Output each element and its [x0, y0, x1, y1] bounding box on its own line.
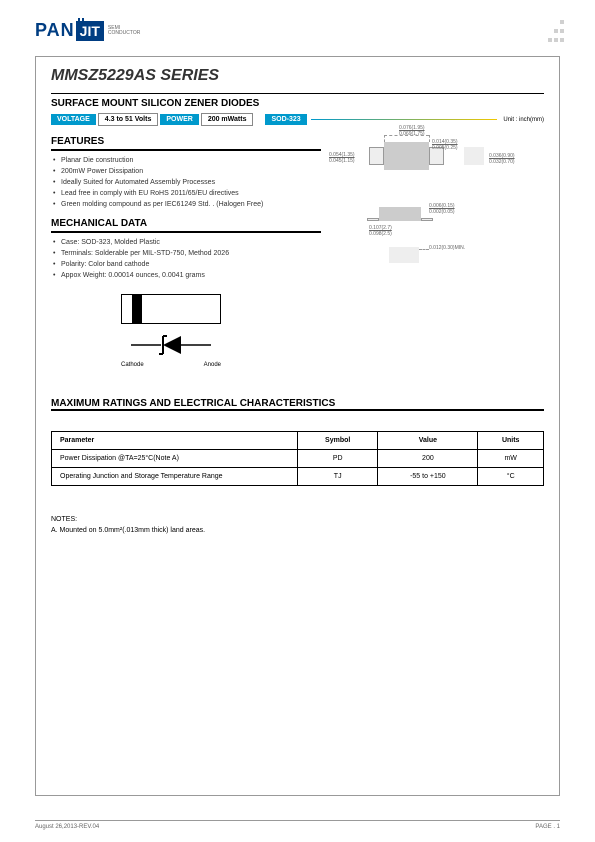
- cathode-label: Cathode: [121, 362, 144, 368]
- notes-section: NOTES: A. Mounted on 5.0mm²(.013mm thick…: [51, 516, 544, 534]
- mechanical-heading: MECHANICAL DATA: [51, 218, 321, 229]
- component-labels: Cathode Anode: [111, 362, 231, 368]
- package-diagram: 0.076(1.95) 0.069(1.75) 0.014(0.35) 0.00…: [314, 117, 544, 317]
- mechanical-item: Terminals: Solderable per MIL-STD-750, M…: [51, 250, 321, 257]
- logo-subtitle: SEMI CONDUCTOR: [108, 26, 140, 36]
- ratings-table: Parameter Symbol Value Units Power Dissi…: [51, 431, 544, 486]
- logo-brand-jit: JIT: [76, 21, 104, 41]
- diode-symbol-icon: [111, 332, 231, 360]
- table-header: Symbol: [298, 432, 378, 450]
- divider: [51, 149, 321, 151]
- footer-page: PAGE . 1: [535, 824, 560, 830]
- component-symbol: Cathode Anode: [111, 294, 231, 368]
- logo: PAN JIT SEMI CONDUCTOR: [35, 20, 140, 41]
- decorative-dots: [547, 18, 565, 45]
- feature-item: Planar Die construction: [51, 157, 321, 164]
- power-label: POWER: [160, 114, 198, 125]
- features-list: Planar Die construction 200mW Power Diss…: [51, 157, 321, 208]
- footer: August 26,2013-REV.04 PAGE . 1: [35, 820, 560, 830]
- page: PAN JIT SEMI CONDUCTOR MMSZ5229AS SERIES…: [0, 0, 595, 816]
- table-header: Value: [378, 432, 478, 450]
- sod-label: SOD-323: [265, 114, 306, 125]
- feature-item: Lead free in comply with EU RoHS 2011/65…: [51, 190, 321, 197]
- mechanical-item: Appox Weight: 0.00014 ounces, 0.0041 gra…: [51, 272, 321, 279]
- logo-brand-pan: PAN: [35, 20, 75, 41]
- package-outline: [121, 294, 221, 324]
- divider: [51, 409, 544, 411]
- feature-item: Green molding compound as per IEC61249 S…: [51, 201, 321, 208]
- table-header-row: Parameter Symbol Value Units: [52, 432, 544, 450]
- left-column: FEATURES Planar Die construction 200mW P…: [51, 136, 321, 279]
- table-row: Operating Junction and Storage Temperatu…: [52, 468, 544, 486]
- mechanical-item: Polarity: Color band cathode: [51, 261, 321, 268]
- series-title: MMSZ5229AS SERIES: [51, 67, 544, 85]
- ratings-heading: MAXIMUM RATINGS AND ELECTRICAL CHARACTER…: [51, 398, 544, 409]
- divider: [51, 93, 544, 94]
- feature-item: 200mW Power Dissipation: [51, 168, 321, 175]
- voltage-value: 4.3 to 51 Volts: [98, 113, 159, 126]
- cathode-band: [132, 295, 142, 323]
- table-row: Power Dissipation @TA=25°C(Note A) PD 20…: [52, 450, 544, 468]
- voltage-label: VOLTAGE: [51, 114, 96, 125]
- footer-date: August 26,2013-REV.04: [35, 824, 99, 830]
- divider: [51, 231, 321, 233]
- anode-label: Anode: [204, 362, 221, 368]
- content-box: MMSZ5229AS SERIES SURFACE MOUNT SILICON …: [35, 56, 560, 796]
- table-header: Units: [478, 432, 544, 450]
- notes-heading: NOTES:: [51, 516, 544, 523]
- feature-item: Ideally Suited for Automated Assembly Pr…: [51, 179, 321, 186]
- features-heading: FEATURES: [51, 136, 321, 147]
- table-header: Parameter: [52, 432, 298, 450]
- header: PAN JIT SEMI CONDUCTOR: [35, 20, 560, 41]
- mechanical-item: Case: SOD-323, Molded Plastic: [51, 239, 321, 246]
- power-value: 200 mWatts: [201, 113, 254, 126]
- subtitle: SURFACE MOUNT SILICON ZENER DIODES: [51, 98, 544, 109]
- note-a: A. Mounted on 5.0mm²(.013mm thick) land …: [51, 527, 544, 534]
- mechanical-list: Case: SOD-323, Molded Plastic Terminals:…: [51, 239, 321, 279]
